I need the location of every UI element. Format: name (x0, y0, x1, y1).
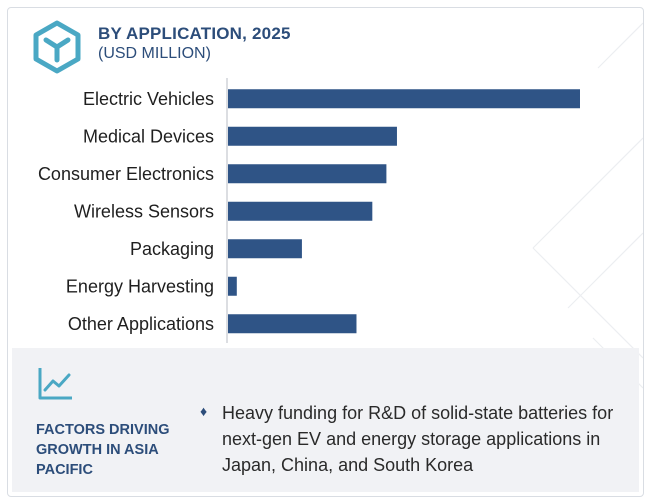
bar-chart: Electric Vehicles Medical Devices Consumer… (38, 78, 580, 343)
category-label: Other Applications (68, 314, 214, 334)
factor-text: Heavy funding for R&D of solid-state bat… (222, 403, 614, 475)
factors-panel: FACTORS DRIVING GROWTH IN ASIA PACIFIC ♦… (12, 348, 639, 492)
diamond-bullet-icon: ♦ (200, 403, 208, 419)
chart-title: BY APPLICATION, 2025 (98, 24, 291, 43)
bar (228, 239, 302, 259)
category-label: Energy Harvesting (66, 276, 214, 296)
bar (228, 89, 580, 109)
category-label: Packaging (130, 239, 214, 259)
category-label: Consumer Electronics (38, 164, 214, 184)
hexagon-cube-icon (33, 20, 81, 74)
bar (228, 126, 397, 146)
bar (228, 201, 373, 221)
bar (228, 164, 387, 184)
bar (228, 276, 237, 296)
bar (228, 314, 357, 334)
category-label: Medical Devices (83, 126, 214, 146)
category-label: Wireless Sensors (74, 201, 214, 221)
chart-subtitle: (USD MILLION) (98, 45, 211, 62)
factors-title: FACTORS DRIVING GROWTH IN ASIA PACIFIC (36, 422, 170, 478)
trend-line-icon (38, 368, 72, 400)
report-card: BY APPLICATION, 2025 (USD MILLION) Elect… (7, 7, 644, 497)
category-label: Electric Vehicles (83, 89, 214, 109)
